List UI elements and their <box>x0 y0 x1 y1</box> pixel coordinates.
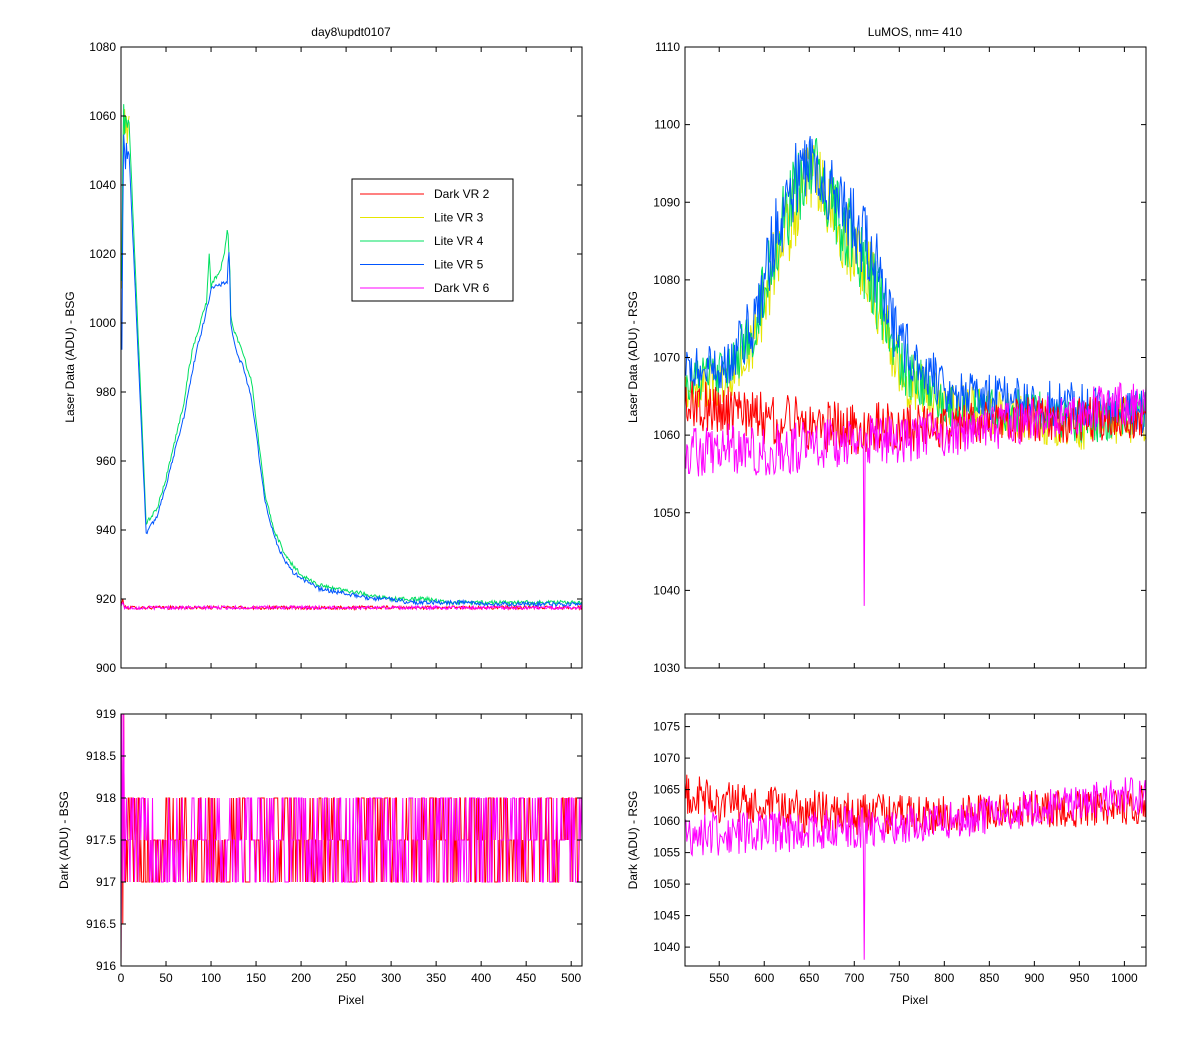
ytick-label: 919 <box>96 707 116 721</box>
xtick-label: 450 <box>516 971 536 985</box>
plot-area-top-left <box>121 47 582 668</box>
xtick-label: 600 <box>754 971 774 985</box>
legend-label: Lite VR 5 <box>434 258 484 272</box>
xtick-label: 550 <box>709 971 729 985</box>
xtick-label: 850 <box>979 971 999 985</box>
ytick-label: 940 <box>96 523 116 537</box>
xtick-label: 250 <box>336 971 356 985</box>
ytick-label: 1055 <box>653 846 680 860</box>
ytick-label: 918.5 <box>86 749 116 763</box>
axes-title-top-left: day8\updt0107 <box>311 25 391 39</box>
xtick-label: 1000 <box>1111 971 1138 985</box>
ylabel-top-right: Laser Data (ADU) - RSG <box>626 291 640 423</box>
ytick-label: 918 <box>96 791 116 805</box>
ytick-label: 1040 <box>653 583 680 597</box>
xtick-label: 500 <box>561 971 581 985</box>
plot-lines-bottom-right <box>685 774 1146 960</box>
legend-label: Dark VR 6 <box>434 281 490 295</box>
ytick-label: 917 <box>96 875 116 889</box>
ytick-label: 1100 <box>654 118 680 132</box>
ytick-label: 1040 <box>653 940 680 954</box>
xtick-label: 50 <box>159 971 173 985</box>
series-line-lite-vr-4 <box>121 104 582 607</box>
xtick-label: 0 <box>118 971 125 985</box>
xtick-label: 700 <box>844 971 864 985</box>
xtick-label: 950 <box>1069 971 1089 985</box>
xtick-label: 800 <box>934 971 954 985</box>
axes-frame-bottom-right <box>684 713 1147 967</box>
ytick-label: 916.5 <box>86 917 116 931</box>
plot-lines-bottom-left <box>121 714 582 966</box>
ytick-label: 1110 <box>655 40 680 54</box>
axes-top-left: day8\updt0107 Laser Data (ADU) - BSG 900… <box>63 25 583 675</box>
ytick-label: 916 <box>96 959 116 973</box>
xtick-label: 300 <box>381 971 401 985</box>
series-line-dark-vr-6 <box>685 381 1146 606</box>
legend-label: Dark VR 2 <box>434 187 490 201</box>
ytick-label: 1080 <box>89 40 116 54</box>
ytick-label: 920 <box>96 592 116 606</box>
ytick-label: 917.5 <box>86 833 116 847</box>
ytick-label: 1030 <box>653 661 680 675</box>
legend-label: Lite VR 4 <box>434 234 484 248</box>
ytick-label: 1070 <box>653 751 680 765</box>
xtick-label: 400 <box>471 971 491 985</box>
xtick-label: 750 <box>889 971 909 985</box>
axes-bottom-right: Pixel Dark (ADU) - RSG 1040 1045 1050 1055 1… <box>626 713 1147 1007</box>
ylabel-bottom-left: Dark (ADU) - BSG <box>57 791 71 889</box>
ytick-label: 1075 <box>653 720 680 734</box>
ytick-label: 1065 <box>653 783 680 797</box>
ylabel-top-left: Laser Data (ADU) - BSG <box>63 291 77 422</box>
axes-title-top-right: LuMOS, nm= 410 <box>868 25 963 39</box>
series-line-lite-vr-5 <box>685 136 1146 435</box>
ytick-label: 1080 <box>653 273 680 287</box>
legend-box <box>351 178 514 302</box>
ytick-label: 980 <box>96 385 116 399</box>
series-line-dark-vr-6 <box>121 601 582 611</box>
ytick-label: 1050 <box>653 877 680 891</box>
axes-bottom-left: Pixel Dark (ADU) - BSG 916 916.5 917 917.5 9… <box>57 707 583 1007</box>
xtick-label: 350 <box>426 971 446 985</box>
ytick-label: 1000 <box>89 316 116 330</box>
ytick-label: 1060 <box>653 814 680 828</box>
xtick-label: 650 <box>799 971 819 985</box>
ytick-label: 1090 <box>653 195 680 209</box>
xtick-label: 200 <box>291 971 311 985</box>
series-line-lite-vr-5 <box>121 134 582 608</box>
legend: Dark VR 2 Lite VR 3 Lite VR 4 Lite VR 5 Dark… <box>351 178 514 302</box>
ytick-label: 900 <box>96 661 116 675</box>
xtick-label: 900 <box>1024 971 1044 985</box>
ytick-label: 1045 <box>653 909 680 923</box>
ytick-label: 1050 <box>653 506 680 520</box>
xtick-label: 150 <box>246 971 266 985</box>
legend-label: Lite VR 3 <box>434 211 484 225</box>
ytick-label: 1060 <box>89 109 116 123</box>
series-line-dark-vr-6 <box>121 714 582 966</box>
ytick-label: 1060 <box>653 428 680 442</box>
plot-lines-top-left <box>121 104 582 611</box>
ytick-label: 1040 <box>89 178 116 192</box>
xtick-label: 100 <box>201 971 221 985</box>
series-line-dark-vr-6 <box>685 777 1146 960</box>
xlabel-bottom-left: Pixel <box>338 993 364 1007</box>
ytick-label: 1020 <box>89 247 116 261</box>
ytick-label: 960 <box>96 454 116 468</box>
axes-top-right: LuMOS, nm= 410 Laser Data (ADU) - RSG 10… <box>626 25 1147 675</box>
axes-frame-top-left <box>120 46 583 669</box>
xlabel-bottom-right: Pixel <box>902 993 928 1007</box>
ylabel-bottom-right: Dark (ADU) - RSG <box>626 791 640 890</box>
plot-lines-top-right <box>685 136 1146 606</box>
ytick-label: 1070 <box>653 351 680 365</box>
